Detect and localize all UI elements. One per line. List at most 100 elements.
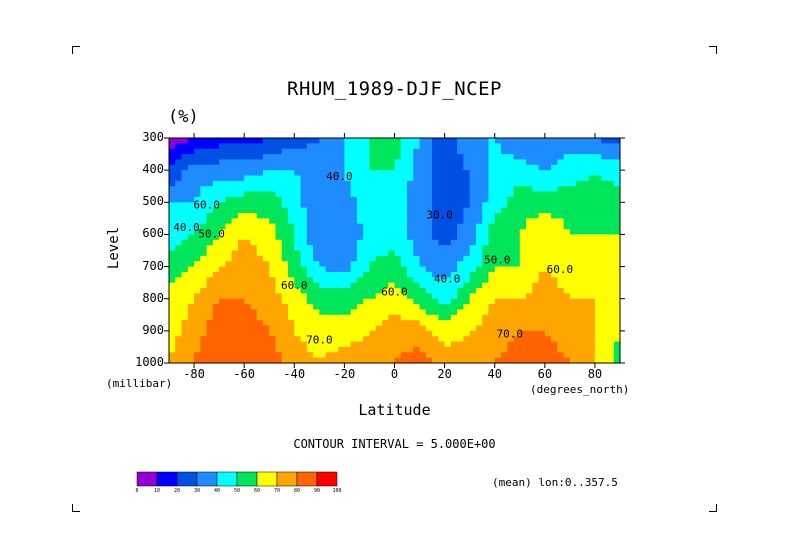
field-cell [319, 330, 327, 337]
field-cell [513, 330, 521, 337]
field-cell [169, 261, 176, 268]
field-cell [344, 218, 352, 225]
field-cell [313, 239, 320, 246]
field-cell [607, 293, 615, 300]
field-cell [594, 330, 602, 337]
field-cell [400, 159, 408, 166]
field-cell [563, 261, 571, 268]
field-cell [432, 207, 439, 214]
field-cell [494, 325, 502, 332]
field-cell [256, 191, 264, 198]
field-cell [475, 202, 483, 209]
field-cell [331, 304, 339, 311]
field-cell [425, 223, 433, 230]
field-cell [613, 288, 620, 294]
field-cell [288, 191, 295, 198]
field-cell [425, 164, 433, 171]
field-cell [507, 191, 515, 198]
field-cell [419, 143, 427, 150]
field-cell [237, 255, 245, 262]
field-cell [381, 261, 389, 268]
field-cell [475, 245, 483, 252]
colorbar-swatch [276, 471, 298, 487]
field-cell [381, 325, 389, 332]
field-cell [262, 282, 270, 289]
field-cell [569, 154, 577, 161]
field-cell [413, 271, 421, 278]
field-cell [175, 255, 183, 262]
field-cell [231, 314, 239, 321]
field-cell [457, 261, 464, 268]
field-cell [356, 309, 364, 316]
crop-mark-top-left [72, 46, 80, 54]
field-cell [563, 298, 571, 305]
field-cell [369, 266, 377, 273]
field-cell [169, 186, 176, 193]
field-cell [601, 314, 609, 321]
field-cell [288, 213, 295, 219]
field-cell [363, 346, 371, 353]
field-cell [526, 164, 533, 171]
field-cell [194, 175, 201, 182]
field-cell [231, 245, 239, 252]
field-cell [557, 191, 565, 198]
field-cell [288, 239, 295, 246]
field-cell [187, 314, 195, 321]
field-cell [269, 277, 277, 284]
field-cell [469, 191, 477, 198]
field-cell [494, 341, 502, 348]
field-cell [237, 336, 245, 343]
field-cell [206, 304, 214, 311]
field-cell [294, 196, 302, 203]
field-cell [457, 330, 464, 337]
field-cell [400, 191, 408, 198]
field-cell [407, 234, 414, 241]
field-cell [538, 180, 546, 187]
field-cell [482, 218, 490, 225]
field-cell [576, 336, 584, 343]
field-cell [607, 223, 615, 230]
field-cell [607, 261, 615, 268]
field-cell [281, 250, 289, 257]
field-cell [576, 213, 584, 219]
field-cell [275, 191, 283, 198]
field-cell [576, 175, 584, 182]
field-cell [225, 352, 233, 359]
field-cell [613, 148, 620, 155]
field-cell [187, 266, 195, 273]
field-cell [206, 255, 214, 262]
field-cell [381, 314, 389, 321]
field-cell [419, 336, 427, 343]
field-cell [363, 288, 371, 294]
colorbar-label: 40 [213, 488, 221, 494]
field-cell [607, 320, 615, 327]
field-cell [331, 271, 339, 278]
field-cell [450, 143, 458, 150]
field-cell [250, 223, 258, 230]
field-cell [544, 357, 552, 363]
field-cell [231, 266, 239, 273]
field-cell [419, 255, 427, 262]
field-cell [544, 170, 552, 177]
field-cell [256, 239, 264, 246]
field-cell [394, 186, 402, 193]
field-cell [231, 277, 239, 284]
field-cell [588, 298, 596, 305]
field-cell [576, 223, 584, 230]
field-cell [494, 304, 502, 311]
field-cell [350, 271, 358, 278]
field-cell [500, 282, 508, 289]
field-cell [432, 298, 439, 305]
field-cell [313, 346, 320, 353]
field-cell [281, 293, 289, 300]
field-cell [338, 304, 345, 311]
field-cell [306, 352, 314, 359]
field-cell [275, 239, 283, 246]
field-cell [475, 282, 483, 289]
x-tick-label: 80 [587, 367, 603, 381]
field-cell [482, 223, 490, 230]
field-cell [463, 320, 471, 327]
field-cell [507, 320, 515, 327]
field-cell [200, 352, 208, 359]
field-cell [388, 255, 396, 262]
